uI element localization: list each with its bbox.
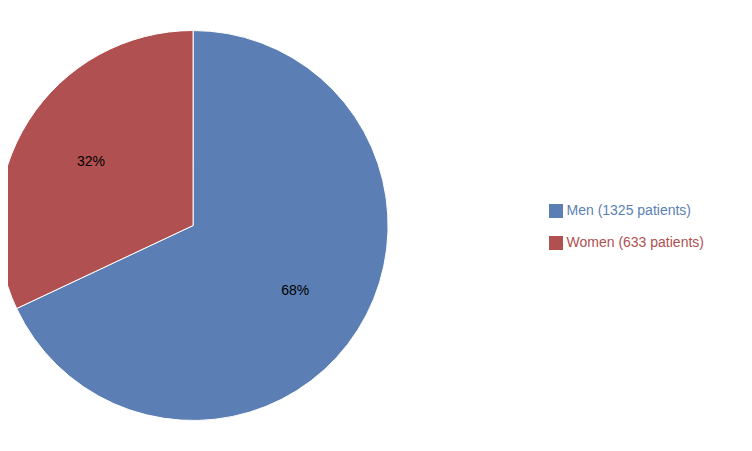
html-text:Men (1325 patients): Men (1325 patients) — [566, 201, 691, 218]
svg-text:32%: 32% — [77, 153, 105, 169]
html-text:Women (633 patients): Women (633 patients) — [566, 233, 704, 250]
svg-text:68%: 68% — [281, 282, 309, 298]
